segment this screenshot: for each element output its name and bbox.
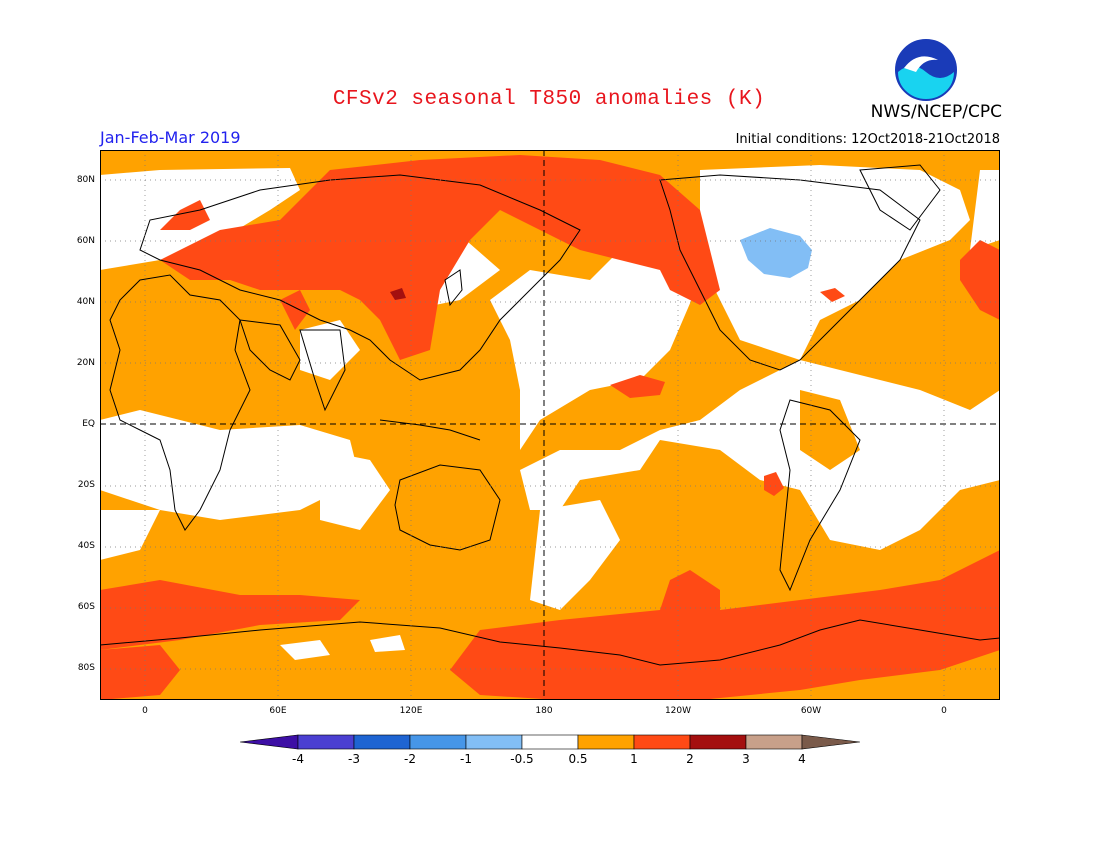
colorbar-label: -0.5 [510,752,534,766]
color-bar [240,734,860,750]
strong-warm-patch [390,288,406,300]
lat-label: 80N [76,175,95,185]
cold-anomaly-patch [740,228,812,278]
colorbar-segment [353,734,411,750]
warm-anomaly-regions [100,155,1000,700]
colorbar-label: 1 [630,752,638,766]
colorbar-segment [577,734,635,750]
lat-label: 20S [77,480,95,490]
lon-label: 0 [941,706,947,716]
colorbar-label: -3 [348,752,360,766]
initial-conditions-label: Initial conditions: 12Oct2018-21Oct2018 [735,132,1000,147]
colorbar-segment [521,734,579,750]
noaa-logo [895,39,957,101]
equator-dateline [100,150,1000,700]
colorbar-segment [297,734,355,750]
colorbar-segment [465,734,523,750]
lat-label: 40N [76,297,95,307]
forecast-period: Jan-Feb-Mar 2019 [100,128,241,147]
graticule [100,150,1000,700]
lon-label: 180 [535,706,553,716]
agency-label: NWS/NCEP/CPC [870,102,1002,122]
colorbar-label: 0.5 [568,752,588,766]
map-frame [100,150,1000,700]
lat-label: 60N [76,236,95,246]
colorbar-label: 2 [686,752,694,766]
lat-label: EQ [82,419,95,429]
lon-label: 120E [399,706,423,716]
lon-label: 0 [142,706,148,716]
coastlines [100,164,1000,666]
lon-label: 60E [269,706,287,716]
lon-label: 60W [800,706,822,716]
chart-title: CFSv2 seasonal T850 anomalies (K) [332,88,766,111]
colorbar-segment [745,734,803,750]
colorbar-min-arrow [240,734,299,750]
colorbar-segment [689,734,747,750]
colorbar-segment [633,734,691,750]
colorbar-label: -2 [404,752,416,766]
lat-label: 40S [77,541,95,551]
colorbar-label: 4 [798,752,806,766]
anomaly-map [100,150,1000,700]
lat-label: 80S [77,663,95,673]
colorbar-max-arrow [801,734,860,750]
colorbar-label: 3 [742,752,750,766]
colorbar-label: -1 [460,752,472,766]
colorbar-label: -4 [292,752,304,766]
lat-label: 20N [76,358,95,368]
colorbar-segment [409,734,467,750]
lat-label: 60S [77,602,95,612]
lon-label: 120W [664,706,692,716]
